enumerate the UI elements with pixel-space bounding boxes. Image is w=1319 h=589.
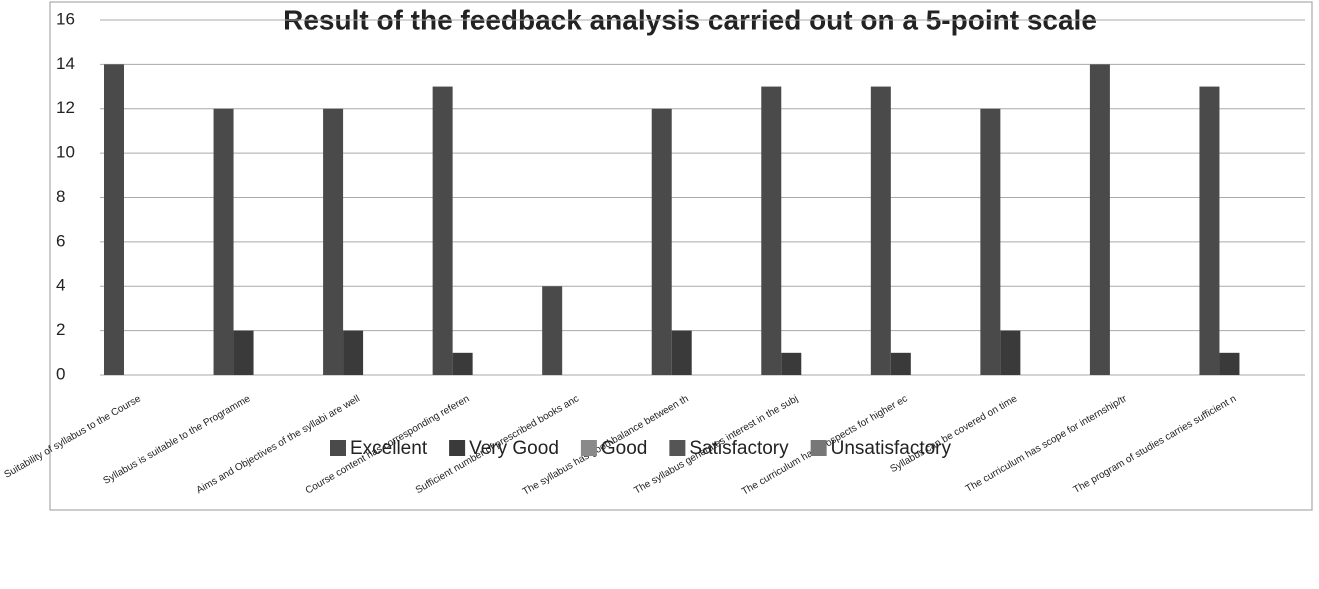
legend-label: Excellent [350, 438, 428, 459]
legend-swatch [580, 440, 597, 456]
bar [870, 86, 891, 375]
legend-label: Satisfactory [689, 438, 789, 459]
bar [233, 330, 254, 375]
bar [980, 108, 1001, 375]
y-tick-label: 6 [56, 231, 65, 250]
bar [213, 108, 234, 375]
legend-swatch [810, 440, 827, 456]
y-tick-label: 14 [56, 54, 75, 73]
bar [651, 108, 672, 375]
bar [432, 86, 453, 375]
y-tick-label: 16 [56, 9, 75, 28]
bar [104, 64, 124, 375]
y-tick-label: 12 [56, 98, 75, 117]
y-tick-label: 2 [56, 320, 65, 339]
bar [452, 352, 473, 375]
legend-label: Very Good [469, 438, 559, 459]
bar [1219, 352, 1240, 375]
bar [781, 352, 802, 375]
bar [542, 286, 563, 375]
y-tick-label: 0 [56, 364, 65, 383]
bar [1089, 64, 1110, 375]
bar [323, 108, 344, 375]
bar [761, 86, 782, 375]
y-tick-label: 10 [56, 143, 75, 162]
bar [671, 330, 692, 375]
plot-frame [49, 1, 1313, 511]
bar [1000, 330, 1021, 375]
bar [890, 352, 911, 375]
bar [1199, 86, 1220, 375]
legend-swatch [330, 440, 346, 456]
legend-swatch [669, 440, 686, 456]
legend-label: Good [601, 438, 647, 459]
x-tick-label: Syllabus can be covered on time [889, 393, 1020, 475]
y-tick-label: 8 [56, 187, 65, 206]
legend-swatch [449, 440, 466, 456]
bar [343, 330, 364, 375]
legend-label: Unsatisfactory [831, 438, 952, 459]
y-tick-label: 4 [56, 276, 65, 295]
